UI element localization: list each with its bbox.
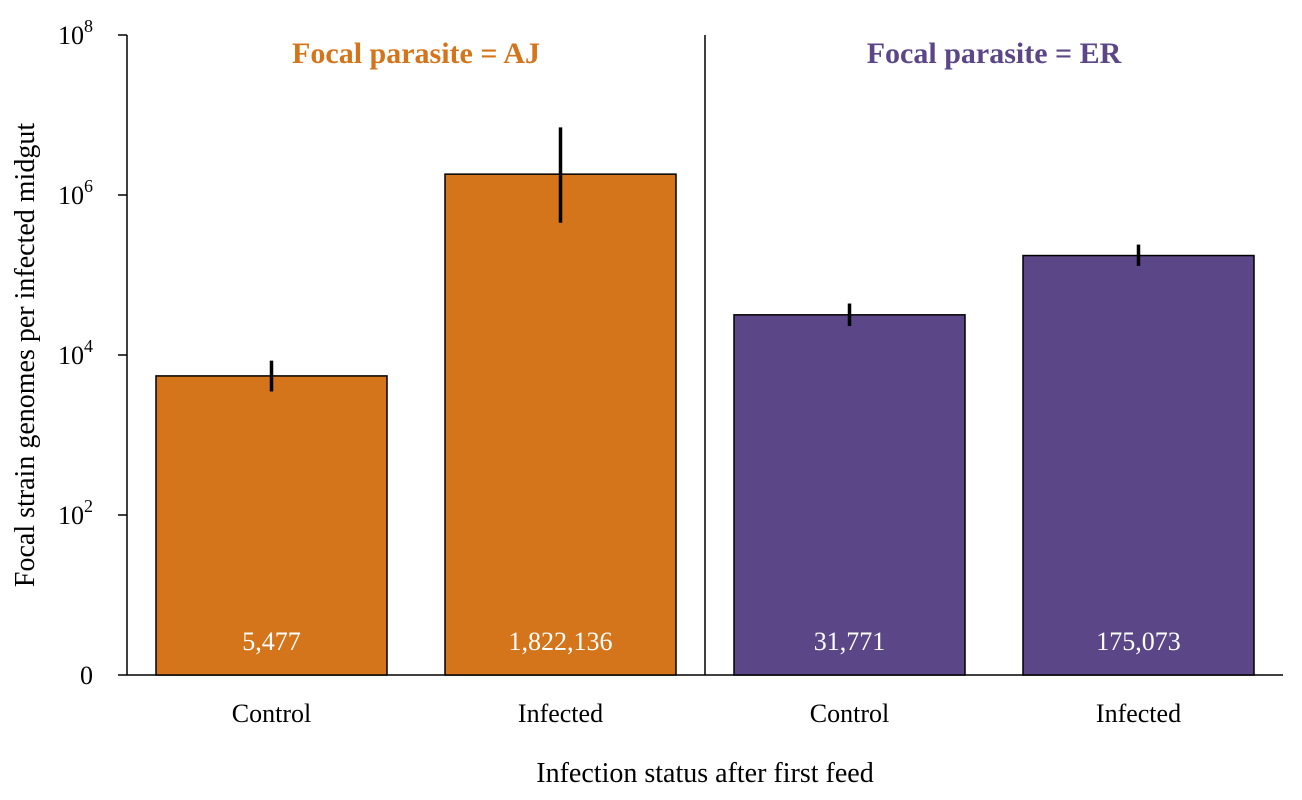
x-tick-label: Control [810, 699, 889, 728]
bar [1022, 254, 1255, 676]
x-tick-label: Infected [1096, 699, 1181, 728]
y-tick-label: 102 [58, 496, 93, 530]
bar-value-label: 31,771 [814, 627, 886, 656]
bar-value-label: 1,822,136 [509, 627, 613, 656]
bar [733, 314, 966, 676]
x-tick-label: Control [232, 699, 311, 728]
panel-title: Focal parasite = ER [867, 37, 1122, 70]
x-axis-title: Infection status after first feed [536, 758, 873, 789]
x-tick-label: Infected [518, 699, 603, 728]
y-tick-label: 108 [58, 16, 93, 50]
y-axis-title: Focal strain genomes per infected midgut [10, 123, 41, 587]
y-tick-label: 106 [58, 176, 93, 210]
panel-title: Focal parasite = AJ [292, 37, 540, 70]
bar-value-label: 175,073 [1096, 627, 1181, 656]
bar-value-label: 5,477 [242, 627, 301, 656]
y-tick-label: 0 [80, 661, 93, 690]
bar [155, 375, 388, 676]
y-tick-label: 104 [58, 336, 93, 370]
bar [444, 173, 677, 676]
